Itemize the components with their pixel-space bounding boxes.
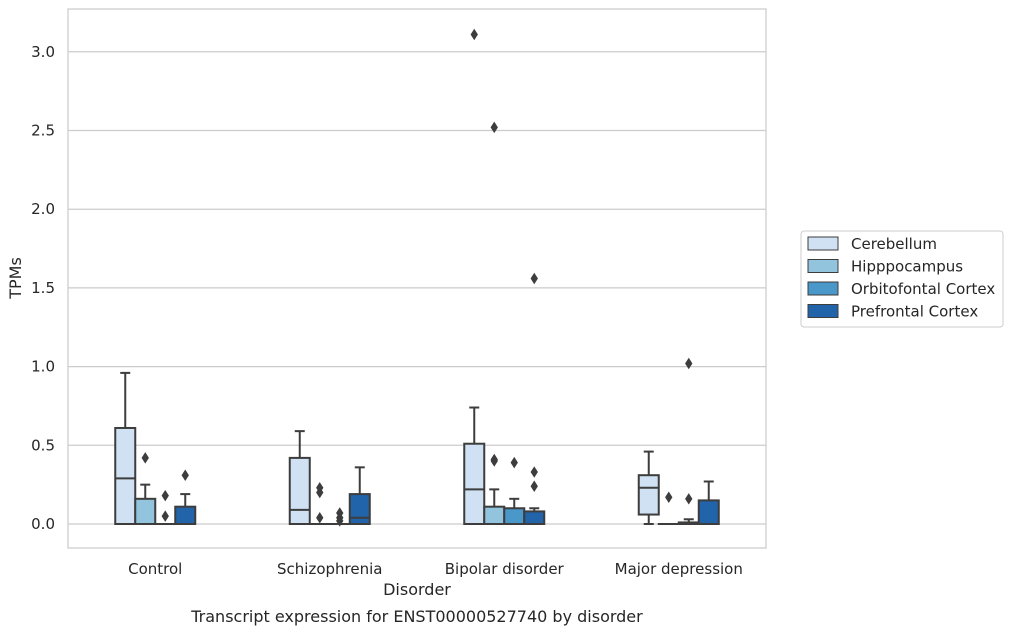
- x-tick-label: Control: [128, 560, 182, 578]
- outlier-point: [316, 482, 324, 494]
- box-iqr: [288, 456, 311, 525]
- box-iqr: [523, 510, 546, 525]
- y-tick-label: 1.0: [31, 358, 55, 376]
- outlier-point: [530, 466, 538, 478]
- legend-swatch: [807, 259, 839, 273]
- x-tick-label: Schizophrenia: [277, 560, 382, 578]
- plot-area: [67, 8, 767, 549]
- legend-frame: [800, 230, 1004, 328]
- box-group: [697, 480, 720, 526]
- box-group: [463, 28, 486, 526]
- outlier-point: [336, 507, 344, 519]
- y-axis-title: TPMs: [6, 257, 25, 300]
- grid-lines: [68, 51, 766, 525]
- outlier-point: [685, 357, 693, 370]
- outlier-point: [161, 489, 169, 502]
- x-tick-label: Major depression: [615, 560, 743, 578]
- box-group: [328, 507, 351, 527]
- outlier-point: [530, 480, 538, 492]
- box-group: [677, 357, 700, 526]
- outlier-point: [316, 511, 324, 524]
- y-tick-label: 0.5: [31, 436, 55, 454]
- y-axis-tick-labels: 0.0 0.5 1.0 1.5 2.0 2.5 3.0: [31, 43, 55, 533]
- box-iqr: [463, 442, 486, 526]
- legend-label: Hipppocampus: [851, 258, 963, 276]
- x-tick-label: Bipolar disorder: [445, 560, 565, 578]
- y-tick-label: 2.0: [31, 200, 55, 218]
- box-iqr: [134, 497, 157, 526]
- chart-caption: Transcript expression for ENST0000052774…: [190, 607, 643, 626]
- outlier-point: [665, 491, 673, 503]
- box-iqr: [637, 474, 660, 516]
- x-axis-title: Disorder: [383, 580, 451, 599]
- legend-label: Orbitofontal Cortex: [851, 280, 995, 298]
- box-iqr: [174, 505, 197, 526]
- legend-swatch: [807, 236, 839, 251]
- box-group: [637, 450, 660, 525]
- legend-label: Cerebellum: [851, 235, 937, 253]
- box-group: [657, 491, 680, 526]
- y-tick-label: 0.0: [31, 515, 55, 533]
- outlier-point: [490, 121, 498, 134]
- box-iqr: [483, 505, 506, 526]
- outlier-point: [141, 452, 149, 464]
- box-group: [483, 121, 506, 526]
- outlier-point: [470, 28, 478, 41]
- box-group: [288, 430, 311, 525]
- box-group: [308, 482, 331, 526]
- box-group: [154, 489, 177, 526]
- box-group: [523, 272, 546, 525]
- box-group: [134, 452, 157, 526]
- outlier-point: [161, 510, 169, 522]
- box-group: [174, 469, 197, 526]
- box-group: [114, 371, 137, 525]
- box-group: [503, 456, 526, 526]
- boxes: [114, 28, 720, 527]
- outlier-point: [510, 456, 518, 469]
- box-iqr: [503, 507, 526, 526]
- outlier-point: [530, 272, 538, 285]
- legend-swatch: [807, 304, 839, 318]
- outlier-point: [685, 493, 693, 505]
- box-iqr: [114, 426, 137, 525]
- y-tick-label: 1.5: [31, 279, 55, 297]
- legend-swatch: [807, 281, 839, 296]
- outlier-point: [490, 453, 498, 466]
- y-tick-label: 3.0: [31, 43, 55, 61]
- legend-label: Prefrontal Cortex: [851, 303, 978, 321]
- box-iqr: [697, 499, 720, 526]
- outlier-point: [181, 469, 189, 481]
- x-axis-tick-labels: Control Schizophrenia Bipolar disorder Majo…: [128, 560, 743, 578]
- legend: Cerebellum Hipppocampus Orbitofontal Corte…: [800, 230, 1004, 328]
- y-tick-label: 2.5: [31, 122, 55, 140]
- box-iqr: [348, 493, 371, 525]
- box-group: [348, 466, 371, 525]
